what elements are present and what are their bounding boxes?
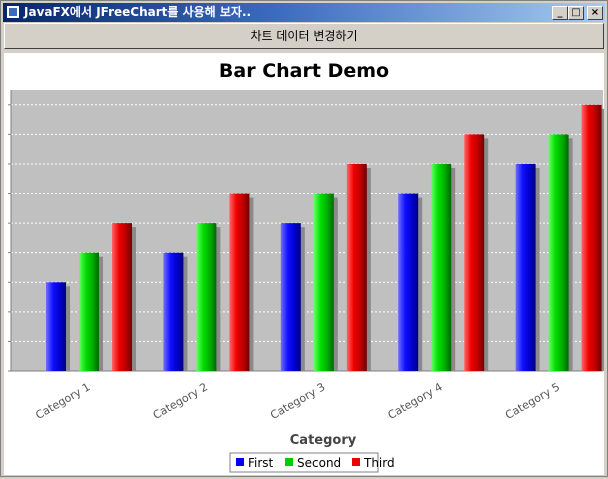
legend-box [229,452,379,473]
bar-first-5 [515,163,536,371]
plot-area [11,90,603,371]
bar-third-1 [112,223,132,371]
bar-second-2 [196,223,217,371]
change-chart-data-button[interactable]: 차트 데이터 변경하기 [4,23,604,49]
x-axis-label: Category [290,433,357,448]
close-button[interactable]: × [587,6,603,20]
minimize-button[interactable]: _ [552,6,568,20]
window-title: JavaFX에서 JFreeChart를 사용해 보자.. [24,5,252,19]
bar-third-2 [229,193,250,371]
java-app-icon[interactable] [6,5,20,19]
bar-third-4 [464,134,485,371]
legend-swatch [236,458,244,466]
legend-label: Third [363,456,395,470]
x-tick-label: Category 1 [33,380,92,422]
x-tick-label: Category 4 [386,380,445,422]
bar-third-3 [346,163,367,371]
bar-third-5 [581,104,602,371]
x-tick-label: Category 3 [268,380,327,422]
x-tick-label: Category 5 [503,380,562,422]
title-bar[interactable]: JavaFX에서 JFreeChart를 사용해 보자.. _ □ × [3,3,605,22]
legend-swatch [285,458,293,466]
bar-second-5 [548,134,569,371]
bar-first-1 [46,282,66,371]
chart-panel: Bar Chart Demo Category 1 Category 2 Categ… [4,53,606,475]
bar-second-4 [431,163,452,371]
chart-title: Bar Chart Demo [219,60,389,82]
x-tick-label: Category 2 [151,380,210,422]
bar-second-3 [313,193,334,371]
legend-label: First [248,456,274,470]
legend-label: Second [297,456,341,470]
bar-chart: Bar Chart Demo Category 1 Category 2 Categ… [8,60,606,473]
bar-first-3 [280,223,301,371]
legend-swatch [352,458,360,466]
bar-first-2 [163,252,184,371]
bar-second-1 [79,252,99,371]
maximize-button[interactable]: □ [568,6,584,20]
bar-first-4 [398,193,419,371]
